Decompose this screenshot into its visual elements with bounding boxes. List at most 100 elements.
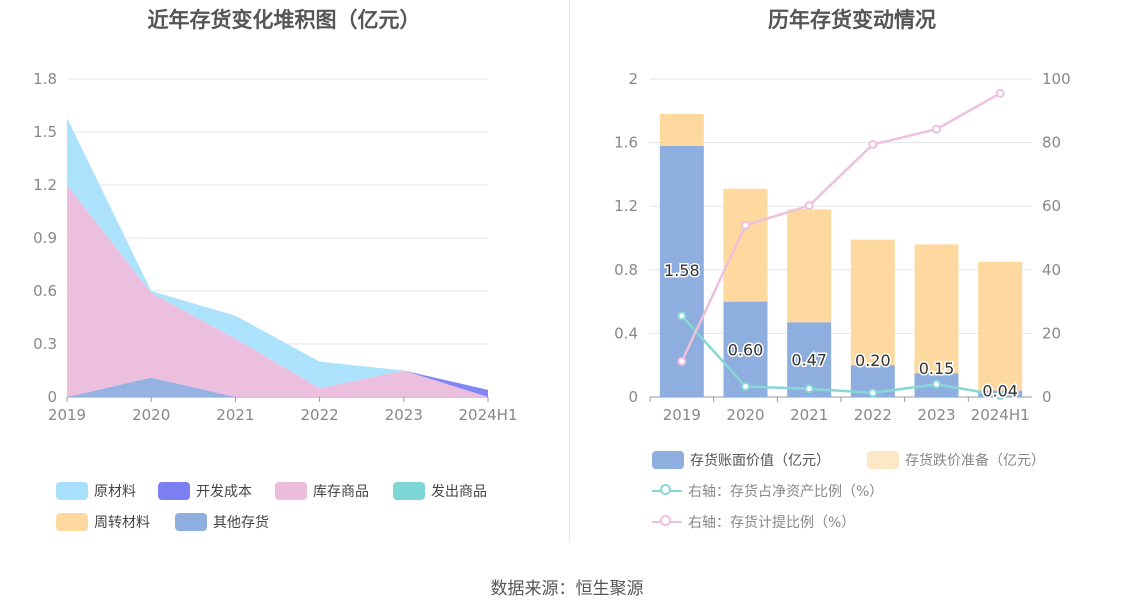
x-tick-label: 2024H1	[459, 406, 518, 424]
y-tick-label: 2	[628, 70, 638, 88]
right-chart-panel: 历年存货变动情况 0 0.4 0.8 1.2 1.6 2 0 20 40 60 80 100 1.58 0…	[570, 0, 1134, 545]
legend-swatch	[175, 513, 207, 531]
y2-tick-label: 100	[1042, 70, 1071, 88]
bar-impairment	[787, 209, 832, 323]
legend-item-provision-ratio[interactable]: 右轴：存货计提比例（%）	[652, 512, 855, 532]
bar-value-label: 1.58	[664, 261, 700, 280]
x-tick-label: 2021	[216, 406, 254, 424]
legend-label: 右轴：存货占净资产比例（%）	[688, 484, 884, 500]
bar-book-value	[659, 145, 704, 397]
legend-swatch	[158, 482, 190, 500]
legend-swatch	[867, 451, 899, 469]
point-provision-ratio	[868, 140, 878, 150]
bar-impairment	[723, 188, 768, 302]
y-tick-label: 0.6	[33, 282, 57, 300]
point-provision-ratio	[932, 124, 941, 134]
y2-tick-label: 80	[1042, 134, 1061, 152]
y-tick-label: 0.3	[33, 335, 57, 353]
bar-value-label: 0.04	[982, 382, 1018, 401]
y-tick-label: 1.2	[33, 176, 57, 194]
legend-swatch	[56, 482, 88, 500]
legend-swatch	[393, 482, 425, 500]
point-provision-ratio	[995, 88, 1005, 98]
y-tick-label: 1.2	[614, 197, 638, 215]
point-provision-ratio	[804, 201, 814, 211]
legend-label: 右轴：存货计提比例（%）	[688, 515, 856, 531]
legend-swatch	[275, 482, 307, 500]
right-chart-legend: 存货账面价值（亿元） 存货跌价准备（亿元） 右轴：存货占净资产比例（%） 右轴：…	[570, 448, 1134, 540]
x-tick-label: 2019	[48, 406, 86, 424]
legend-swatch	[652, 451, 684, 469]
legend-label: 库存商品	[313, 484, 369, 500]
bar-value-label: 0.15	[919, 359, 955, 378]
panel-divider	[569, 0, 570, 542]
x-tick-label: 2022	[301, 406, 339, 424]
bar-impairment	[914, 244, 959, 374]
point-provision-ratio	[741, 220, 750, 230]
bar-impairment	[659, 113, 704, 146]
legend-label: 周转材料	[94, 515, 150, 531]
legend-item-shipped[interactable]: 发出商品	[393, 481, 487, 501]
point-net-asset-ratio	[677, 311, 687, 321]
y2-tick-label: 60	[1042, 197, 1061, 215]
y-tick-label: 0.4	[614, 324, 638, 342]
stacked-area-chart: 0 0.3 0.6 0.9 1.2 1.5 1.8 2019 2020 2021 2022 2023 2…	[33, 70, 518, 424]
legend-item-raw[interactable]: 原材料	[56, 481, 136, 501]
legend-item-book-value[interactable]: 存货账面价值（亿元）	[652, 450, 830, 470]
x-tick-label: 2021	[790, 406, 828, 424]
y2-tick-label: 20	[1042, 324, 1061, 342]
legend-label: 原材料	[94, 484, 136, 500]
legend-label: 发出商品	[431, 484, 487, 500]
bar-value-label: 0.60	[728, 340, 764, 359]
point-provision-ratio	[677, 356, 687, 366]
bar-book-value	[723, 301, 768, 397]
legend-item-impairment[interactable]: 存货跌价准备（亿元）	[867, 450, 1045, 470]
point-net-asset-ratio	[995, 390, 1005, 400]
left-chart-legend: 原材料 开发成本 库存商品 发出商品 周转材料 其他存货	[0, 478, 568, 538]
bar-impairment	[850, 239, 895, 366]
line-net-asset-ratio	[680, 315, 1001, 397]
bar-value-label: 0.47	[791, 351, 827, 370]
bar-value-label: 0.20	[855, 351, 891, 370]
x-tick-label: 2022	[854, 406, 892, 424]
legend-item-net-asset-ratio[interactable]: 右轴：存货占净资产比例（%）	[652, 481, 883, 501]
area-goods	[67, 185, 488, 397]
y-tick-label: 0	[628, 388, 638, 406]
line-provision-ratio	[680, 92, 1001, 362]
legend-label: 存货账面价值（亿元）	[690, 453, 830, 469]
y-tick-label: 1.8	[33, 70, 57, 88]
x-tick-label: 2019	[663, 406, 701, 424]
x-tick-label: 2020	[726, 406, 764, 424]
y-tick-label: 1.6	[614, 134, 638, 152]
x-tick-label: 2023	[385, 406, 423, 424]
x-tick-label: 2023	[917, 406, 955, 424]
y-tick-label: 0.8	[614, 261, 638, 279]
point-net-asset-ratio	[804, 384, 814, 394]
data-source: 数据来源：恒生聚源	[490, 579, 644, 599]
legend-line-swatch	[652, 513, 682, 531]
legend-line-swatch	[652, 482, 682, 500]
legend-label: 其他存货	[213, 515, 269, 531]
y2-tick-label: 40	[1042, 261, 1061, 279]
area-other	[67, 377, 488, 397]
y-tick-label: 0	[47, 388, 57, 406]
left-chart-panel: 近年存货变化堆积图（亿元） 0 0.3 0.6 0.9 1.2 1.5 1.8 2019 202…	[0, 0, 568, 545]
point-net-asset-ratio	[868, 388, 878, 398]
legend-label: 开发成本	[196, 484, 252, 500]
point-net-asset-ratio	[932, 379, 941, 389]
right-chart-title: 历年存货变动情况	[768, 8, 936, 32]
legend-swatch	[56, 513, 88, 531]
legend-label: 存货跌价准备（亿元）	[905, 453, 1045, 469]
x-tick-label: 2024H1	[971, 406, 1030, 424]
legend-item-dev[interactable]: 开发成本	[158, 481, 252, 501]
point-net-asset-ratio	[741, 382, 750, 392]
x-tick-label: 2020	[132, 406, 170, 424]
bar-impairment	[978, 261, 1023, 391]
y-tick-label: 1.5	[33, 123, 57, 141]
y2-tick-label: 0	[1042, 388, 1052, 406]
legend-item-other[interactable]: 其他存货	[175, 512, 269, 532]
legend-item-goods[interactable]: 库存商品	[275, 481, 369, 501]
legend-item-turnover[interactable]: 周转材料	[56, 512, 150, 532]
left-chart-title: 近年存货变化堆积图（亿元）	[147, 8, 421, 32]
